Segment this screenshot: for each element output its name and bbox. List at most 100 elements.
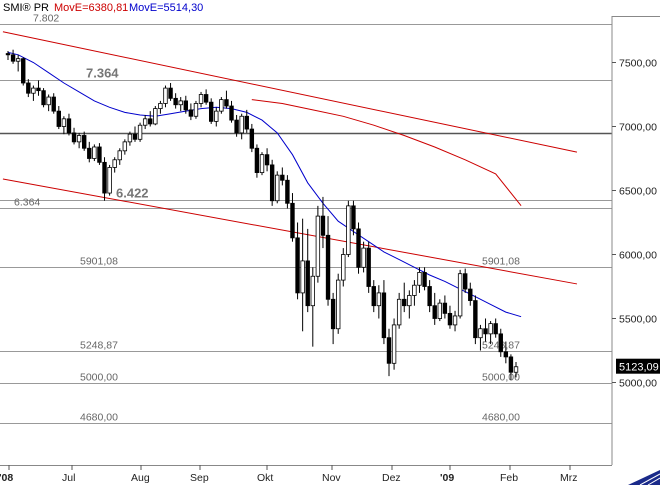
candle-body bbox=[193, 103, 199, 117]
candle bbox=[26, 79, 31, 98]
candle bbox=[295, 222, 300, 300]
x-tick-label: Dez bbox=[382, 472, 401, 484]
candle-body bbox=[427, 286, 432, 307]
candle bbox=[468, 282, 473, 306]
candle bbox=[402, 282, 407, 313]
candle-body bbox=[452, 315, 458, 326]
trend-layer bbox=[2, 31, 578, 285]
candle bbox=[31, 85, 36, 101]
candle-body bbox=[290, 202, 295, 239]
candle bbox=[15, 54, 21, 72]
candle bbox=[386, 328, 392, 377]
candle bbox=[285, 175, 290, 209]
candle-body bbox=[107, 167, 112, 194]
candle-body bbox=[325, 234, 331, 300]
candle bbox=[71, 127, 77, 145]
candle bbox=[36, 80, 41, 96]
last-value-marker: 5123,09 bbox=[616, 358, 660, 374]
candle-body bbox=[142, 118, 148, 126]
candle-body bbox=[269, 164, 275, 202]
candle-body bbox=[188, 109, 194, 117]
level-label: 4680,00 bbox=[80, 412, 118, 424]
level-label: 5901,08 bbox=[80, 256, 118, 268]
y-tick-label: 6000,00 bbox=[619, 250, 657, 262]
candle bbox=[275, 171, 280, 204]
candle bbox=[239, 113, 244, 140]
candle bbox=[244, 109, 249, 133]
candle bbox=[158, 100, 163, 114]
candle-body bbox=[285, 179, 290, 204]
candle bbox=[437, 299, 442, 322]
candle bbox=[391, 318, 397, 370]
candle bbox=[183, 95, 188, 114]
candle-body bbox=[173, 97, 178, 106]
candle bbox=[356, 222, 361, 274]
candle bbox=[153, 106, 158, 126]
candle-body bbox=[203, 94, 209, 103]
candle bbox=[41, 88, 46, 108]
candle-body bbox=[412, 284, 417, 296]
candle-body bbox=[346, 205, 351, 255]
candle bbox=[300, 218, 305, 332]
level-label: 5000,00 bbox=[80, 372, 118, 384]
candle bbox=[214, 107, 219, 127]
candle-body bbox=[381, 292, 387, 339]
candle bbox=[249, 123, 255, 153]
candle-body bbox=[335, 279, 341, 330]
level-label: 6.364 bbox=[14, 197, 40, 209]
candle bbox=[102, 157, 107, 201]
candle-body bbox=[330, 298, 336, 330]
candle bbox=[320, 196, 326, 249]
candle-body bbox=[87, 147, 92, 159]
level-label-right: 5000,00 bbox=[482, 372, 520, 384]
candle bbox=[137, 122, 143, 142]
candle bbox=[305, 228, 310, 313]
x-tick-label: Mrz bbox=[560, 472, 578, 484]
candle-body bbox=[315, 215, 321, 277]
candle-body bbox=[214, 110, 219, 122]
level-label: 7.802 bbox=[33, 13, 59, 25]
candle-body bbox=[473, 300, 478, 339]
y-tick-label: 6500,00 bbox=[619, 186, 657, 198]
moving-average-long-line bbox=[251, 99, 522, 207]
candle bbox=[290, 193, 295, 242]
candle-body bbox=[305, 260, 310, 307]
candle-body bbox=[183, 100, 188, 111]
candle-body bbox=[92, 146, 97, 159]
candle bbox=[366, 241, 371, 293]
resize-corner-icon[interactable] bbox=[628, 470, 660, 485]
candle-body bbox=[462, 273, 468, 290]
candle bbox=[462, 268, 468, 293]
candle-body bbox=[488, 323, 493, 335]
candle-body bbox=[112, 159, 117, 168]
candle-body bbox=[219, 99, 224, 112]
candle-body bbox=[432, 305, 437, 319]
candle-body bbox=[41, 90, 46, 106]
last-value-box bbox=[616, 358, 660, 374]
x-tick-label: Feb bbox=[500, 472, 518, 484]
level-label: 5248,87 bbox=[80, 340, 118, 352]
candle-body bbox=[244, 115, 249, 130]
candle-body bbox=[295, 237, 300, 294]
x-axis: '08 Jul Aug Sep Okt Nov Dez '09 Feb Mrz bbox=[0, 465, 578, 484]
candle bbox=[148, 111, 153, 127]
candle bbox=[310, 267, 315, 347]
candle bbox=[127, 131, 133, 146]
candle bbox=[264, 148, 270, 172]
x-tick-label: Jul bbox=[62, 472, 75, 484]
candle-body bbox=[71, 132, 77, 143]
candle-body bbox=[493, 323, 498, 335]
candle-body bbox=[66, 118, 72, 134]
candle bbox=[412, 280, 417, 306]
candle bbox=[107, 164, 112, 196]
candle-body bbox=[254, 147, 260, 173]
candle bbox=[178, 97, 183, 112]
candle bbox=[417, 267, 422, 293]
candle bbox=[112, 157, 117, 173]
y-tick-label: 5500,00 bbox=[619, 314, 657, 326]
candle bbox=[229, 100, 234, 123]
candle-body bbox=[10, 54, 16, 62]
candle-body bbox=[224, 99, 229, 107]
candle bbox=[483, 318, 488, 342]
candle-body bbox=[239, 115, 244, 134]
